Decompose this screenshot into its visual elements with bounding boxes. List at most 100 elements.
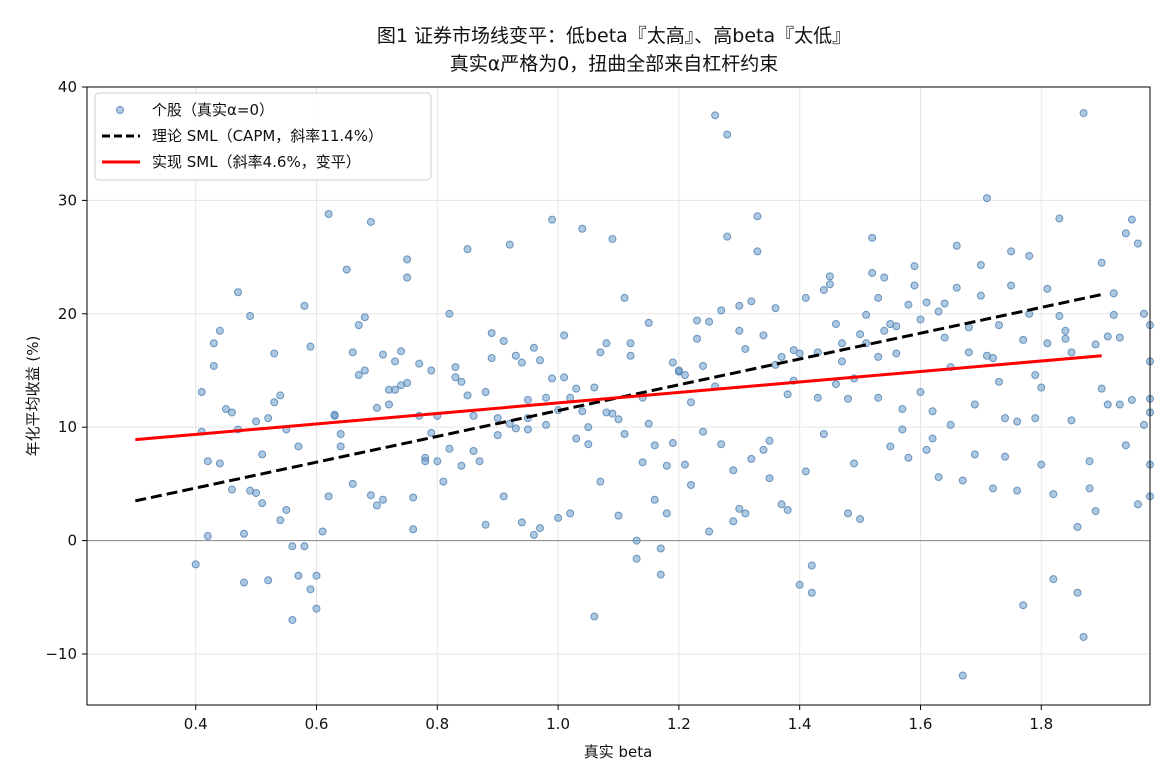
x-tick-label: 0.8 [425,715,449,733]
data-point [457,461,466,470]
data-point [1043,339,1052,348]
data-point [1109,289,1118,298]
data-point [892,322,901,331]
data-point [614,415,623,424]
data-point [391,385,400,394]
data-point [765,436,774,445]
data-point [1055,312,1064,321]
data-point [584,423,593,432]
data-point [964,348,973,357]
data-point [747,297,756,306]
data-point [481,388,490,397]
data-point [360,313,369,322]
data-point [433,457,442,466]
data-point [795,349,804,358]
data-point [602,339,611,348]
legend: 个股（真实α=0） 理论 SML（CAPM，斜率11.4%） 实现 SML（斜率… [94,92,432,181]
data-point [542,420,551,429]
data-point [590,612,599,621]
data-point [481,520,490,529]
data-point [221,405,230,414]
data-point [264,576,273,585]
data-point [680,460,689,469]
data-point [499,492,508,501]
data-point [324,492,333,501]
data-point [862,310,871,319]
data-point [693,316,702,325]
x-tick-label: 1.6 [909,715,933,733]
data-point [517,358,526,367]
y-tick-label: 40 [58,78,77,96]
data-point [360,366,369,375]
data-point [705,527,714,536]
data-point [391,357,400,366]
data-point [578,224,587,233]
data-point [632,536,641,545]
data-point [1115,400,1124,409]
data-point [215,326,224,335]
data-point [934,307,943,316]
data-point [1091,507,1100,516]
data-point [1121,441,1130,450]
data-point [813,393,822,402]
x-tick-label: 1.4 [788,715,812,733]
data-point [330,410,339,419]
data-point [753,247,762,256]
data-point [542,393,551,402]
data-point [457,377,466,386]
data-point [693,334,702,343]
data-point [650,495,659,504]
data-point [282,505,291,514]
data-point [1019,335,1028,344]
data-point [354,371,363,380]
chart-subtitle: 真实α严格为0，扭曲全部来自杠杆约束 [450,53,779,75]
data-point [318,527,327,536]
data-point [1037,460,1046,469]
data-point [240,529,249,538]
data-point [288,615,297,624]
data-point [590,383,599,392]
plot-area [87,87,1150,705]
data-point [215,459,224,468]
data-point [880,273,889,282]
data-point [868,233,877,242]
data-point [252,417,261,426]
data-point [928,407,937,416]
data-point [632,554,641,563]
data-point [270,398,279,407]
data-point [596,348,605,357]
data-point [783,505,792,514]
data-point [517,518,526,527]
data-point [1097,384,1106,393]
legend-label-stocks: 个股（真实α=0） [152,101,274,119]
data-point [868,268,877,277]
data-point [705,317,714,326]
data-point [759,445,768,454]
data-point [554,513,563,522]
data-point [1109,310,1118,319]
data-point [1121,229,1130,238]
plot-frame [86,86,1151,706]
x-tick-label: 1.8 [1029,715,1053,733]
data-point [717,306,726,315]
data-point [1037,383,1046,392]
data-point [946,420,955,429]
data-point [892,349,901,358]
data-point [976,291,985,300]
data-point [626,339,635,348]
data-point [366,491,375,500]
data-point [233,288,242,297]
x-tick-label: 0.4 [184,715,208,733]
data-point [493,431,502,440]
data-point [729,466,738,475]
data-point [620,429,629,438]
data-point [403,255,412,264]
data-point [856,515,865,524]
data-point [1139,309,1148,318]
data-point [566,393,575,402]
data-point [294,571,303,580]
data-point [819,429,828,438]
data-point [415,359,424,368]
x-tick-label: 0.6 [305,715,329,733]
data-point [934,473,943,482]
